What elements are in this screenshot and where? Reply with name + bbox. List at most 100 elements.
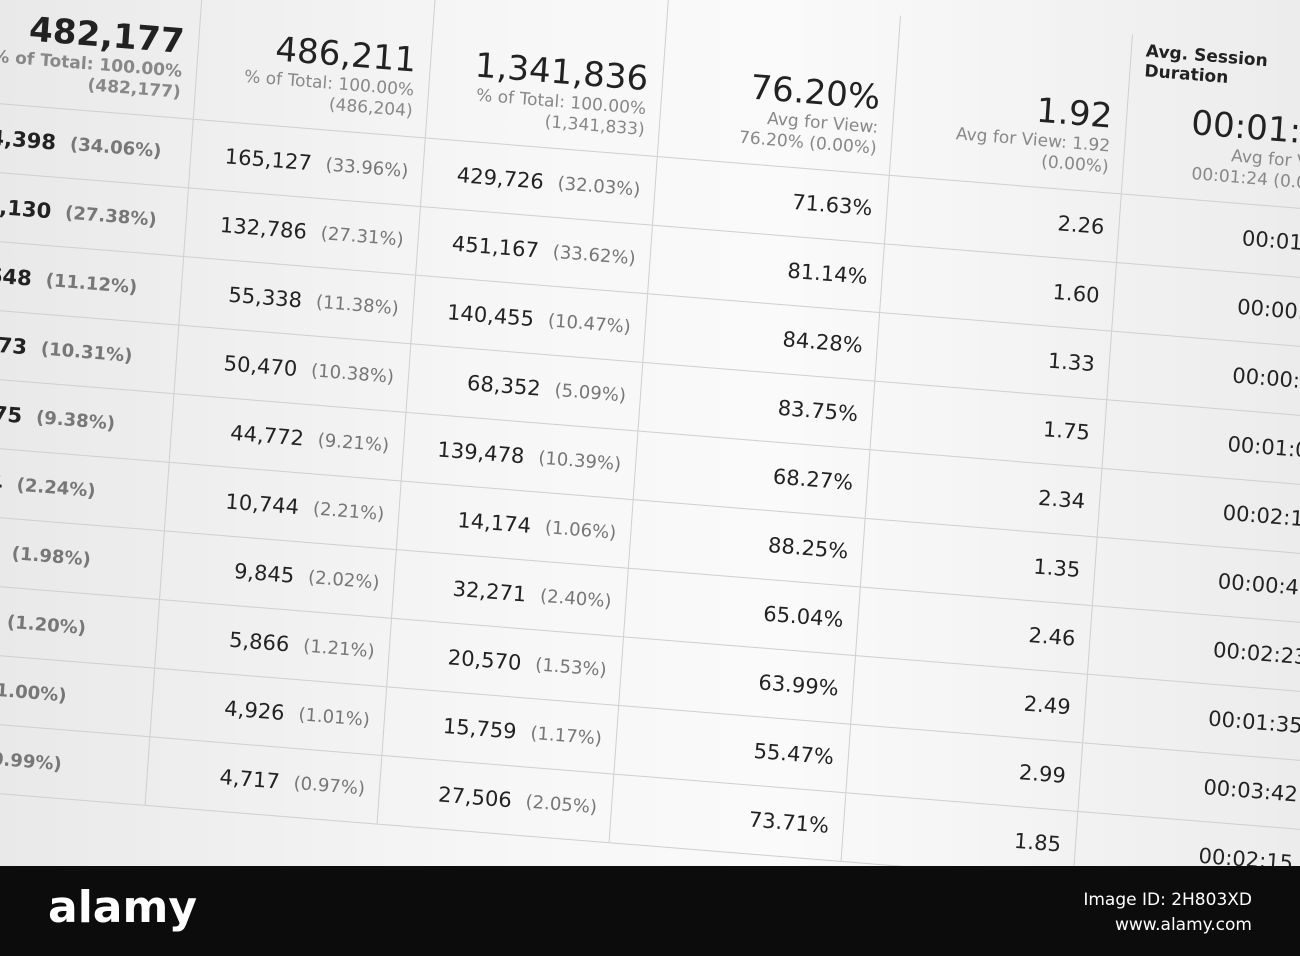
value: 451,167: [451, 231, 540, 263]
value: 00:00:43: [1217, 569, 1300, 601]
total-value: 1.92: [1035, 90, 1114, 137]
value: 68.27%: [772, 464, 854, 495]
value: 44,772: [229, 420, 305, 451]
watermark-bar: alamy Image ID: 2H803XD www.alamy.com: [0, 866, 1300, 956]
image-id: Image ID: 2H803XD: [1083, 890, 1252, 910]
percent: (33.62%): [552, 241, 637, 269]
value: 55,338: [227, 282, 303, 313]
value: 132,786: [219, 212, 308, 244]
percent: (0.99%): [0, 747, 63, 775]
image-info: Image ID: 2H803XD www.alamy.com: [1083, 888, 1252, 938]
value: 63.99%: [757, 670, 840, 701]
value: 1.35: [1032, 554, 1082, 583]
value: 00:03:42: [1202, 775, 1299, 807]
percent: (2.05%): [524, 791, 598, 818]
value: 81.14%: [786, 258, 869, 289]
percent: (11.12%): [45, 269, 138, 298]
value: 1.60: [1051, 279, 1101, 308]
value: 73.71%: [748, 807, 830, 838]
percent: (34.06%): [69, 133, 163, 162]
value: 00:01:52: [1241, 226, 1300, 258]
percent: (1.06%): [544, 516, 617, 544]
percent: (1.17%): [529, 722, 603, 750]
value: 4,717: [218, 764, 281, 794]
percent: (9.38%): [35, 406, 116, 434]
value: 15,759: [442, 713, 518, 744]
value: 00:01:35: [1207, 706, 1300, 738]
value: 139,478: [436, 437, 526, 469]
value: 27,506: [437, 782, 513, 813]
percent: (1.01%): [297, 703, 371, 731]
percent: (10.31%): [40, 338, 134, 367]
value: 1.85: [1013, 828, 1062, 857]
value: 00:00:48: [1236, 294, 1300, 327]
total-cell: 1,341,836% of Total: 100.00% (1,341,833): [425, 0, 669, 157]
screen: 482,177% of Total: 100.00% (482,177) 486,2…: [0, 0, 1300, 866]
percent: (1.53%): [534, 653, 608, 681]
value: 00:01:06: [1226, 432, 1300, 464]
percent: (1.21%): [302, 635, 376, 662]
value: 55.47%: [752, 738, 835, 770]
value: 71.63%: [791, 190, 874, 221]
percent: (32.03%): [556, 172, 642, 201]
value: 1.33: [1047, 348, 1096, 377]
value: 2.46: [1027, 623, 1077, 651]
total-cell: 76.20% Avg for View: 76.20% (0.00%): [657, 0, 901, 175]
value: 4,926: [223, 696, 286, 726]
value: 1.75: [1042, 417, 1091, 445]
value: 140,455: [446, 300, 535, 332]
percent: (10.47%): [547, 309, 632, 338]
value: 429,726: [455, 163, 545, 194]
percent: (2.40%): [539, 585, 613, 612]
value: 49,773: [0, 328, 28, 360]
value: 00:02:15: [1197, 843, 1294, 866]
value: 20,570: [447, 645, 523, 676]
column-title: Avg. Session Duration: [1143, 41, 1269, 88]
percent: (0.97%): [292, 772, 366, 800]
value: 9,845: [233, 559, 296, 588]
value: 50,470: [222, 351, 299, 382]
value: 10,744: [224, 489, 300, 520]
value: 32,271: [451, 576, 528, 607]
percent: (27.38%): [64, 202, 158, 231]
total-cell: 482,177% of Total: 100.00% (482,177): [0, 0, 206, 119]
percent: (11.38%): [315, 291, 400, 319]
value: 2.26: [1056, 211, 1106, 240]
value: 00:00:35: [1231, 363, 1300, 395]
brand: alamy: [48, 882, 197, 933]
value: 88.25%: [767, 533, 850, 564]
percent: (2.24%): [15, 474, 97, 502]
analytics-table: 482,177% of Total: 100.00% (482,177) 486,2…: [0, 0, 1300, 866]
percent: (10.39%): [537, 447, 622, 475]
value: 83.75%: [776, 395, 859, 427]
percent: (2.02%): [307, 566, 381, 594]
value: 165,127: [223, 144, 313, 176]
total-cell: 486,211% of Total: 100.00% (486,204): [193, 0, 437, 138]
total-note: (0.00%): [1040, 152, 1110, 178]
value: 84.28%: [781, 327, 864, 358]
site: www.alamy.com: [1114, 915, 1252, 935]
total-cell: 1.92 Avg for View: 1.92 (0.00%): [889, 15, 1133, 194]
total-cell: Avg. Session Duration 00:01:24 Avg for Vie…: [1121, 34, 1300, 213]
percent: (1.00%): [0, 678, 68, 707]
value: 2.99: [1018, 760, 1067, 788]
percent: (2.21%): [312, 497, 385, 525]
value: 2.34: [1037, 485, 1086, 514]
percent: (1.20%): [6, 611, 87, 639]
value: 68,352: [466, 370, 542, 401]
value: 00:02:16: [1221, 500, 1300, 533]
percent: (9.21%): [317, 429, 390, 456]
value: 5,866: [228, 627, 291, 657]
value: 0,824: [0, 466, 4, 496]
percent: (33.96%): [324, 153, 410, 182]
value: 65.04%: [762, 601, 845, 633]
percent: (27.31%): [320, 222, 405, 251]
value: 14,174: [456, 508, 532, 538]
value: 00:02:23: [1212, 637, 1300, 670]
percent: (1.98%): [11, 542, 92, 570]
value: 53,648: [0, 260, 33, 291]
value: 45,275: [0, 397, 23, 428]
value: 2.49: [1022, 691, 1072, 720]
percent: (10.38%): [310, 359, 395, 388]
